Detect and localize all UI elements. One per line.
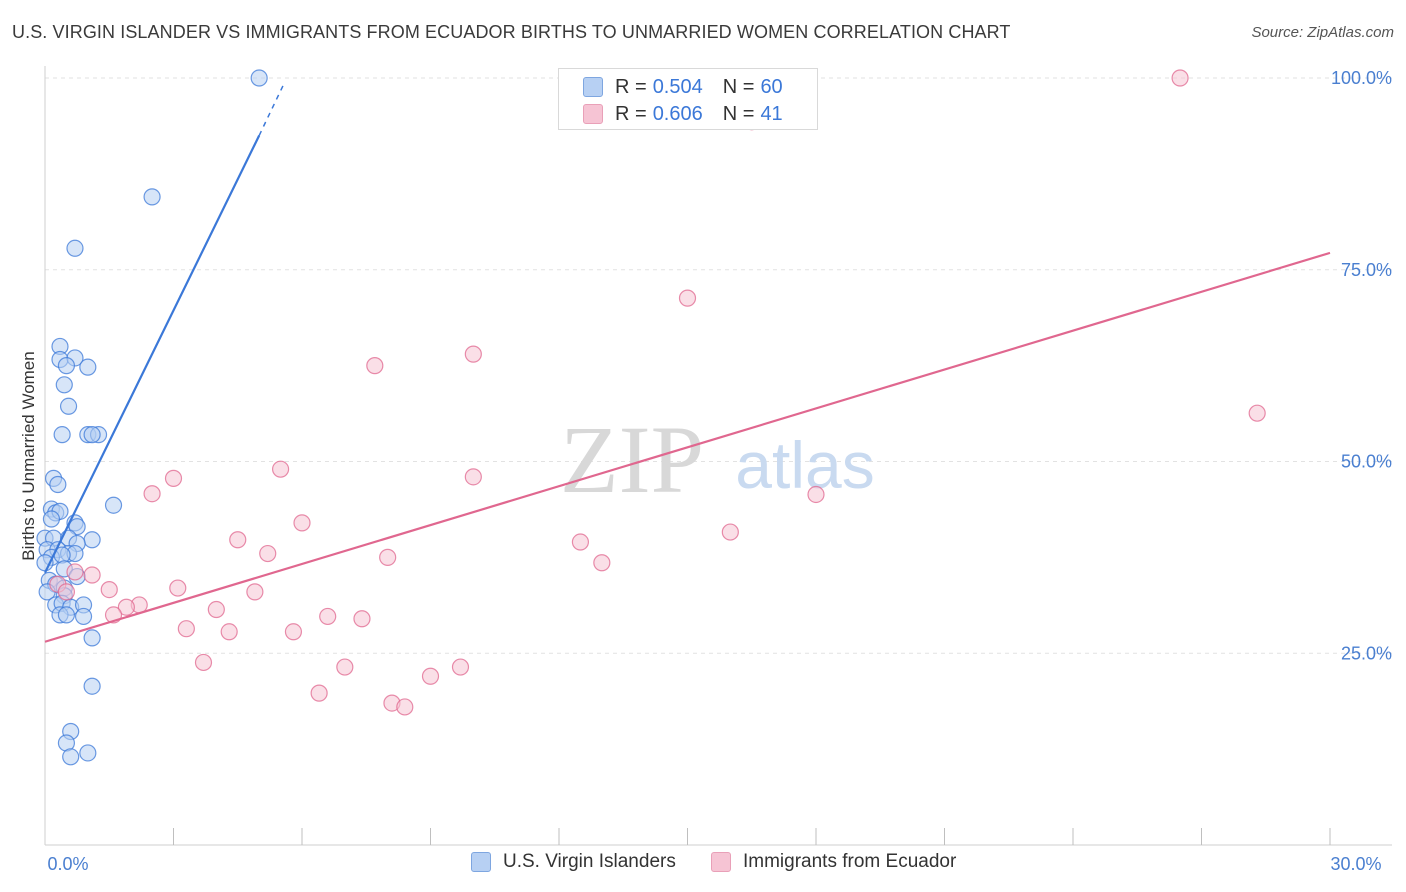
y-tick-label: 100.0% (1331, 68, 1392, 88)
point-ecuador (421, 667, 440, 685)
point-ecuador (721, 523, 739, 541)
point-ecuador (143, 485, 161, 503)
point-virgin-islanders (66, 239, 84, 257)
legend-n-value: 41 (760, 102, 783, 125)
watermark: ZIP atlas (560, 406, 875, 513)
chart-title: U.S. VIRGIN ISLANDER VS IMMIGRANTS FROM … (12, 22, 1011, 42)
point-virgin-islanders (83, 629, 101, 647)
point-ecuador (194, 653, 213, 672)
point-virgin-islanders (55, 376, 73, 394)
point-ecuador (396, 698, 414, 716)
point-virgin-islanders (250, 69, 268, 87)
point-virgin-islanders (49, 475, 67, 494)
axis-layer: 25.0% 50.0% 75.0% 100.0% (44, 66, 1392, 846)
point-ecuador (464, 345, 482, 363)
y-tick-label: 50.0% (1341, 452, 1392, 472)
legend-r-label: R = (615, 102, 647, 125)
legend-swatch-blue (471, 852, 491, 872)
point-ecuador (177, 620, 195, 638)
point-ecuador (451, 658, 470, 676)
point-virgin-islanders (79, 358, 97, 376)
legend-r-value: 0.606 (652, 102, 703, 125)
source-credit: Source: ZipAtlas.com (1251, 24, 1394, 41)
grid-layer (45, 77, 1392, 654)
point-ecuador (259, 544, 277, 563)
legend-label-virgin-islanders: U.S. Virgin Islanders (503, 851, 676, 872)
point-ecuador (336, 658, 354, 676)
point-virgin-islanders (74, 607, 93, 626)
point-ecuador (284, 623, 303, 641)
point-ecuador (464, 468, 482, 486)
point-ecuador (319, 607, 337, 626)
point-ecuador (207, 600, 225, 619)
legend-n-label: N = (722, 75, 755, 98)
x-tick-label-left: 0.0% (47, 854, 88, 874)
point-ecuador (83, 566, 101, 584)
legend-swatch-pink (711, 852, 731, 872)
legend-item-virgin-islanders[interactable]: U.S. Virgin Islanders (471, 851, 676, 873)
point-ecuador (678, 289, 697, 307)
legend-item-ecuador[interactable]: Immigrants from Ecuador (711, 851, 956, 873)
legend-row-ecuador: R = 0.606 N = 41 (583, 102, 783, 126)
point-ecuador (100, 580, 118, 599)
point-ecuador (164, 469, 183, 487)
point-virgin-islanders (83, 677, 101, 695)
point-ecuador (57, 583, 76, 601)
point-virgin-islanders (62, 748, 80, 766)
point-ecuador (117, 598, 135, 616)
point-virgin-islanders (53, 426, 71, 444)
point-virgin-islanders (83, 426, 101, 444)
point-ecuador (366, 357, 384, 375)
trendline-virgin-islanders (44, 135, 261, 574)
point-virgin-islanders (59, 397, 78, 415)
point-ecuador (807, 485, 825, 504)
x-tick-label-right: 30.0% (1330, 854, 1381, 874)
point-virgin-islanders (104, 496, 123, 514)
point-ecuador (593, 554, 611, 572)
point-ecuador (379, 548, 397, 566)
point-virgin-islanders (57, 606, 76, 624)
points-layer (36, 69, 1266, 766)
correlation-legend: R = 0.504 N = 60 R = 0.606 N = 41 (558, 68, 818, 130)
point-virgin-islanders (42, 510, 61, 528)
point-ecuador (353, 610, 371, 628)
point-ecuador (169, 579, 187, 597)
point-ecuador (1248, 404, 1266, 422)
point-ecuador (310, 684, 328, 702)
legend-n-value: 60 (760, 75, 783, 98)
point-virgin-islanders (143, 188, 161, 206)
watermark-zip: ZIP (560, 406, 704, 513)
point-virgin-islanders (79, 744, 97, 762)
point-ecuador (229, 531, 247, 549)
point-ecuador (293, 514, 311, 532)
legend-swatch-pink (583, 104, 603, 124)
point-ecuador (66, 563, 84, 581)
y-tick-label: 25.0% (1341, 643, 1392, 663)
y-axis-label: Births to Unmarried Women (19, 351, 38, 560)
legend-r-value: 0.504 (652, 75, 703, 98)
trendline-ecuador (44, 251, 1331, 643)
watermark-atlas: atlas (735, 428, 874, 502)
trendline-virgin-islanders-extension (258, 81, 286, 136)
legend-r-label: R = (615, 75, 647, 98)
point-ecuador (271, 460, 290, 478)
trend-layer (44, 81, 1331, 643)
point-virgin-islanders (68, 518, 86, 536)
legend-label-ecuador: Immigrants from Ecuador (743, 851, 957, 872)
legend-n-label: N = (722, 102, 755, 125)
y-tick-label: 75.0% (1341, 260, 1392, 280)
point-virgin-islanders (57, 357, 76, 375)
legend-swatch-blue (583, 77, 603, 97)
point-ecuador (1171, 69, 1189, 87)
point-virgin-islanders (83, 531, 101, 549)
legend-row-virgin-islanders: R = 0.504 N = 60 (583, 75, 783, 99)
point-ecuador (220, 623, 238, 641)
point-ecuador (571, 533, 590, 551)
point-ecuador (246, 583, 264, 601)
